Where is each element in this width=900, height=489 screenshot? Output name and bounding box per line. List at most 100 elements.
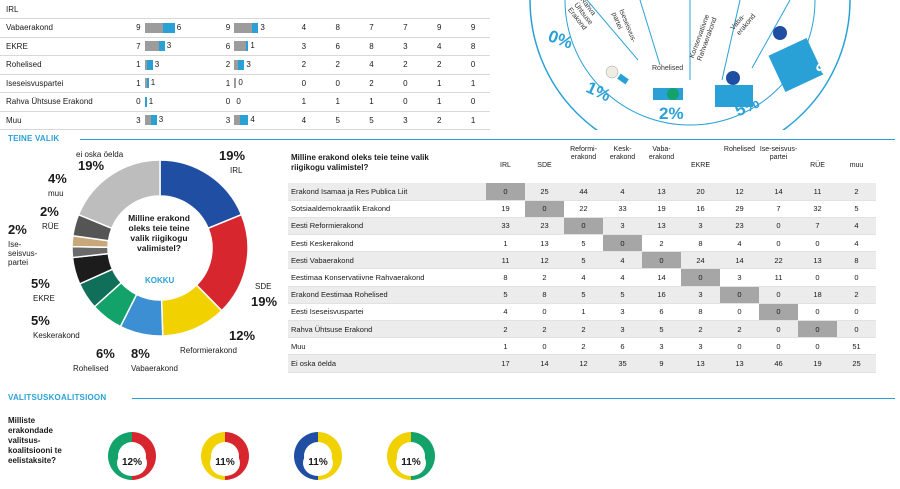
top-row-d: 1 bbox=[250, 41, 255, 51]
top-row-i: 2 bbox=[422, 111, 457, 130]
cross-cell: 13 bbox=[642, 183, 681, 201]
top-row-a: 0 bbox=[117, 92, 143, 112]
top-row-a: 9 bbox=[117, 18, 143, 38]
cross-cell: 2 bbox=[681, 320, 720, 339]
cross-cell: 0 bbox=[759, 286, 798, 304]
donut-label-muu: muu bbox=[48, 189, 64, 198]
top-row-name: Rahva Ühtsuse Erakond bbox=[0, 92, 118, 112]
top-row-h: 7 bbox=[388, 18, 423, 38]
cross-cell: 0 bbox=[798, 320, 837, 339]
top-row-f: 5 bbox=[320, 111, 355, 130]
top-row-f: 6 bbox=[320, 37, 355, 56]
cross-cell: 13 bbox=[720, 354, 759, 373]
donut-slice-10 bbox=[77, 159, 161, 230]
top-row-c: 2 bbox=[192, 55, 233, 75]
cross-table-row: Eesti Iseseisvuspartei 4 0 1 3 6 8 0 0 0 0 bbox=[288, 303, 876, 322]
cross-cell: 16 bbox=[642, 286, 681, 304]
cross-cell: 20 bbox=[681, 183, 720, 201]
cross-table-row: Eesti Vabaerakond 11 12 5 4 0 24 14 22 13 8 bbox=[288, 251, 876, 270]
top-row-a: 1 bbox=[117, 55, 143, 75]
cross-cell: 9 bbox=[642, 354, 681, 373]
top-row-j bbox=[456, 0, 490, 19]
top-row-c: 0 bbox=[192, 92, 233, 112]
coalition-ring: 12% bbox=[92, 428, 177, 484]
top-row-i: 2 bbox=[422, 55, 457, 75]
cross-cell: 0 bbox=[798, 303, 837, 322]
donut-pct-irl: 19% bbox=[219, 148, 246, 163]
top-row-f: 1 bbox=[320, 92, 355, 112]
cross-cell: 2 bbox=[525, 268, 564, 287]
donut-pct-vaba: 8% bbox=[131, 346, 150, 361]
cross-cell: 1 bbox=[486, 234, 525, 253]
cross-cell: 0 bbox=[603, 234, 642, 253]
top-row-b: 6 bbox=[176, 22, 182, 32]
cross-cell: 8 bbox=[525, 286, 564, 304]
donut-label-irl: IRL bbox=[230, 166, 243, 175]
cross-cell: 0 bbox=[837, 320, 876, 339]
cross-cell: 13 bbox=[798, 251, 837, 270]
donut-pct-reform: 12% bbox=[229, 328, 256, 343]
top-row-bar-c: 0 bbox=[232, 92, 287, 112]
cross-cell: 5 bbox=[603, 286, 642, 304]
top-row-bar-c: 0 bbox=[232, 74, 287, 93]
cross-table-col-header: IRL bbox=[500, 162, 511, 169]
cross-table-row: Muu 1 0 2 6 3 3 0 0 0 51 bbox=[288, 337, 876, 356]
top-row-j: 0 bbox=[456, 92, 490, 112]
donut-pct-muu: 4% bbox=[48, 171, 67, 186]
cross-cell: 25 bbox=[837, 354, 876, 373]
cross-cell: 0 bbox=[525, 200, 564, 218]
top-row-d: 0 bbox=[236, 96, 241, 106]
cross-cell: 4 bbox=[837, 234, 876, 253]
top-row-f: 8 bbox=[320, 18, 355, 38]
cross-cell: 4 bbox=[564, 268, 603, 287]
donut-center-total: KOKKU bbox=[145, 276, 175, 285]
cross-cell: 3 bbox=[681, 286, 720, 304]
top-row-i: 1 bbox=[422, 92, 457, 112]
cross-cell: 3 bbox=[603, 320, 642, 339]
top-row-name: Rohelised bbox=[0, 55, 118, 75]
top-row-c: 3 bbox=[192, 111, 233, 130]
top-row-name: EKRE bbox=[0, 37, 118, 56]
top-row-j: 1 bbox=[456, 111, 490, 130]
cross-cell: 46 bbox=[759, 354, 798, 373]
top-row-f bbox=[320, 0, 355, 19]
cross-cell: 7 bbox=[798, 217, 837, 236]
cross-table-col-header: RÜE bbox=[810, 162, 825, 169]
cross-cell: 0 bbox=[525, 337, 564, 356]
coalition-ring: 11% bbox=[371, 428, 456, 484]
top-row-e: 2 bbox=[286, 55, 321, 75]
top-table-row: IRL bbox=[0, 0, 490, 19]
cross-cell: 35 bbox=[603, 354, 642, 373]
cross-cell: 44 bbox=[564, 183, 603, 201]
top-row-h: 0 bbox=[388, 74, 423, 93]
cross-cell: 19 bbox=[486, 200, 525, 218]
cross-cell: 24 bbox=[681, 251, 720, 270]
section-rule-2 bbox=[132, 398, 895, 399]
cross-cell: 0 bbox=[798, 337, 837, 356]
coalition-question: Milliste erakondade valitsus-koalitsioon… bbox=[8, 416, 62, 465]
coalition-ring: 11% bbox=[185, 428, 270, 484]
cross-cell: 5 bbox=[564, 251, 603, 270]
top-row-bar-c bbox=[232, 0, 287, 19]
cross-cell: 1 bbox=[564, 303, 603, 322]
cross-cell: 19 bbox=[798, 354, 837, 373]
cross-table-row: Sotsiaaldemokraatlik Erakond 19 0 22 33 19 16 2… bbox=[288, 200, 876, 218]
cross-row-party: Eesti Reformierakond bbox=[288, 217, 486, 236]
cross-table-row: Erakond Eestimaa Rohelised 5 8 5 5 16 3 0 0 18 2 bbox=[288, 286, 876, 304]
cross-cell: 6 bbox=[603, 337, 642, 356]
top-row-b: 1 bbox=[148, 96, 154, 106]
coalition-pct: 11% bbox=[303, 450, 333, 476]
top-row-a: 1 bbox=[117, 74, 143, 93]
cross-cell: 3 bbox=[603, 303, 642, 322]
cross-table-col-header: EKRE bbox=[690, 162, 711, 169]
top-row-h: 0 bbox=[388, 92, 423, 112]
cross-cell: 14 bbox=[525, 354, 564, 373]
top-row-h bbox=[388, 0, 423, 19]
coalition-pct: 12% bbox=[117, 450, 147, 476]
cross-cell: 0 bbox=[759, 320, 798, 339]
top-row-bar-a bbox=[142, 0, 193, 19]
cross-cell: 0 bbox=[642, 251, 681, 270]
